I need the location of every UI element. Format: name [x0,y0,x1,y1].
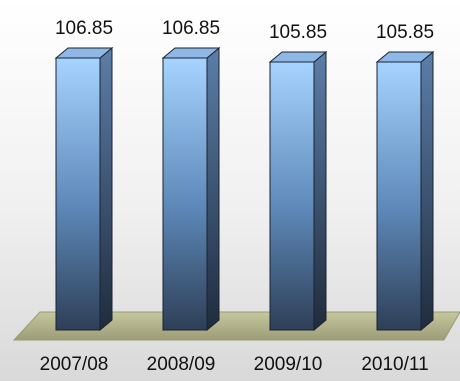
x-axis-tick-labels: 2007/08 2008/09 2009/10 2010/11 [40,354,429,375]
bar-front-face [162,57,208,331]
data-label: 105.85 [376,22,434,43]
bar-front-face [55,57,101,331]
x-tick-label: 2010/11 [361,354,428,375]
bar [161,46,221,332]
bar-side-face [99,46,113,332]
bars-group [54,46,435,332]
bar-front-face [376,61,422,331]
x-tick-label: 2008/09 [147,354,216,375]
data-label: 106.85 [55,18,113,39]
data-labels-group: 106.85 106.85 105.85 105.85 [55,18,434,43]
bar-side-face [206,46,220,332]
x-tick-label: 2009/10 [254,354,323,375]
x-tick-label: 2007/08 [40,354,109,375]
bar-side-face [420,50,434,332]
data-label: 105.85 [269,22,327,43]
bar [268,50,328,332]
bar-front-face [269,61,315,331]
data-label: 106.85 [162,18,220,39]
bar [54,46,114,332]
bar [375,50,435,332]
bar-side-face [313,50,327,332]
